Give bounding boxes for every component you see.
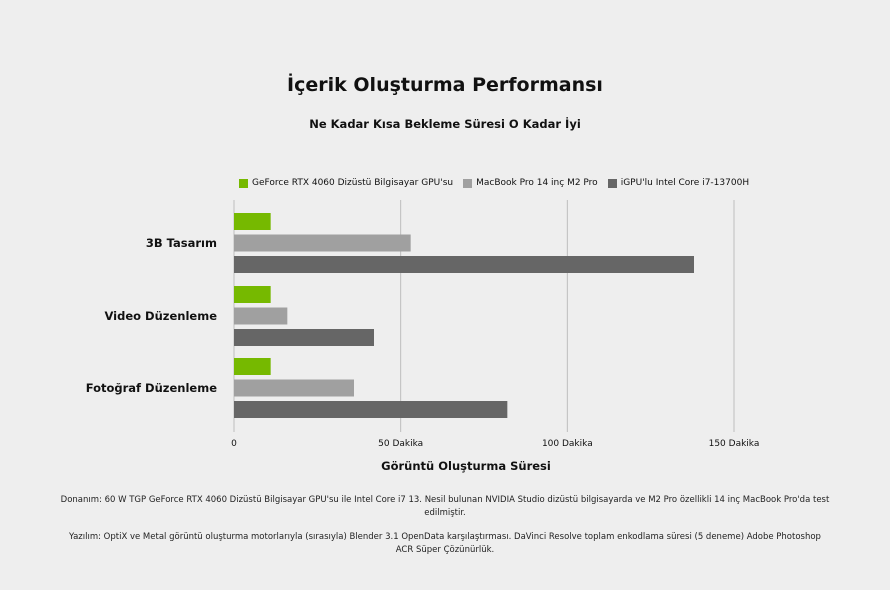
- legend: GeForce RTX 4060 Dizüstü Bilgisayar GPU'…: [239, 178, 749, 188]
- x-tick-label-1: 50 Dakika: [378, 439, 423, 449]
- legend-swatch-rtx4060: [239, 178, 248, 188]
- bar-0-1: [234, 234, 411, 252]
- bar-2-1: [234, 379, 354, 397]
- bar-2-0: [234, 358, 271, 375]
- legend-label-rtx4060: GeForce RTX 4060 Dizüstü Bilgisayar GPU'…: [252, 178, 454, 188]
- category-label-1: Video Düzenleme: [104, 309, 217, 323]
- legend-item-intel: iGPU'lu Intel Core i7-13700H: [607, 178, 750, 188]
- legend-swatch-macbook: [463, 178, 473, 188]
- x-tick-label-2: 100 Dakika: [542, 439, 593, 449]
- bar-2-2: [234, 401, 508, 418]
- x-tick-label-3: 150 Dakika: [709, 439, 760, 449]
- legend-swatch-intel: [607, 178, 617, 188]
- bar-1-2: [234, 329, 374, 346]
- x-tick-label-0: 0: [231, 439, 237, 449]
- legend-item-rtx4060: GeForce RTX 4060 Dizüstü Bilgisayar GPU'…: [239, 178, 453, 188]
- legend-label-macbook: MacBook Pro 14 inç M2 Pro: [476, 178, 598, 188]
- footnote-software: Yazılım: OptiX ve Metal görüntü oluşturm…: [69, 532, 821, 555]
- bar-1-1: [234, 307, 288, 325]
- bar-0-0: [234, 213, 271, 230]
- legend-item-macbook: MacBook Pro 14 inç M2 Pro: [463, 178, 598, 188]
- footnote-hardware: Donanım: 60 W TGP GeForce RTX 4060 Dizüs…: [60, 495, 830, 518]
- x-axis-title: Görüntü Oluşturma Süresi: [381, 459, 551, 473]
- chart-subtitle: Ne Kadar Kısa Bekleme Süresi O Kadar İyi: [309, 117, 581, 131]
- chart-title: İçerik Oluşturma Performansı: [287, 74, 603, 96]
- bar-0-2: [234, 256, 694, 273]
- category-label-2: Fotoğraf Düzenleme: [86, 381, 217, 395]
- legend-label-intel: iGPU'lu Intel Core i7-13700H: [620, 178, 750, 188]
- bar-1-0: [234, 286, 271, 303]
- category-label-0: 3B Tasarım: [146, 236, 217, 250]
